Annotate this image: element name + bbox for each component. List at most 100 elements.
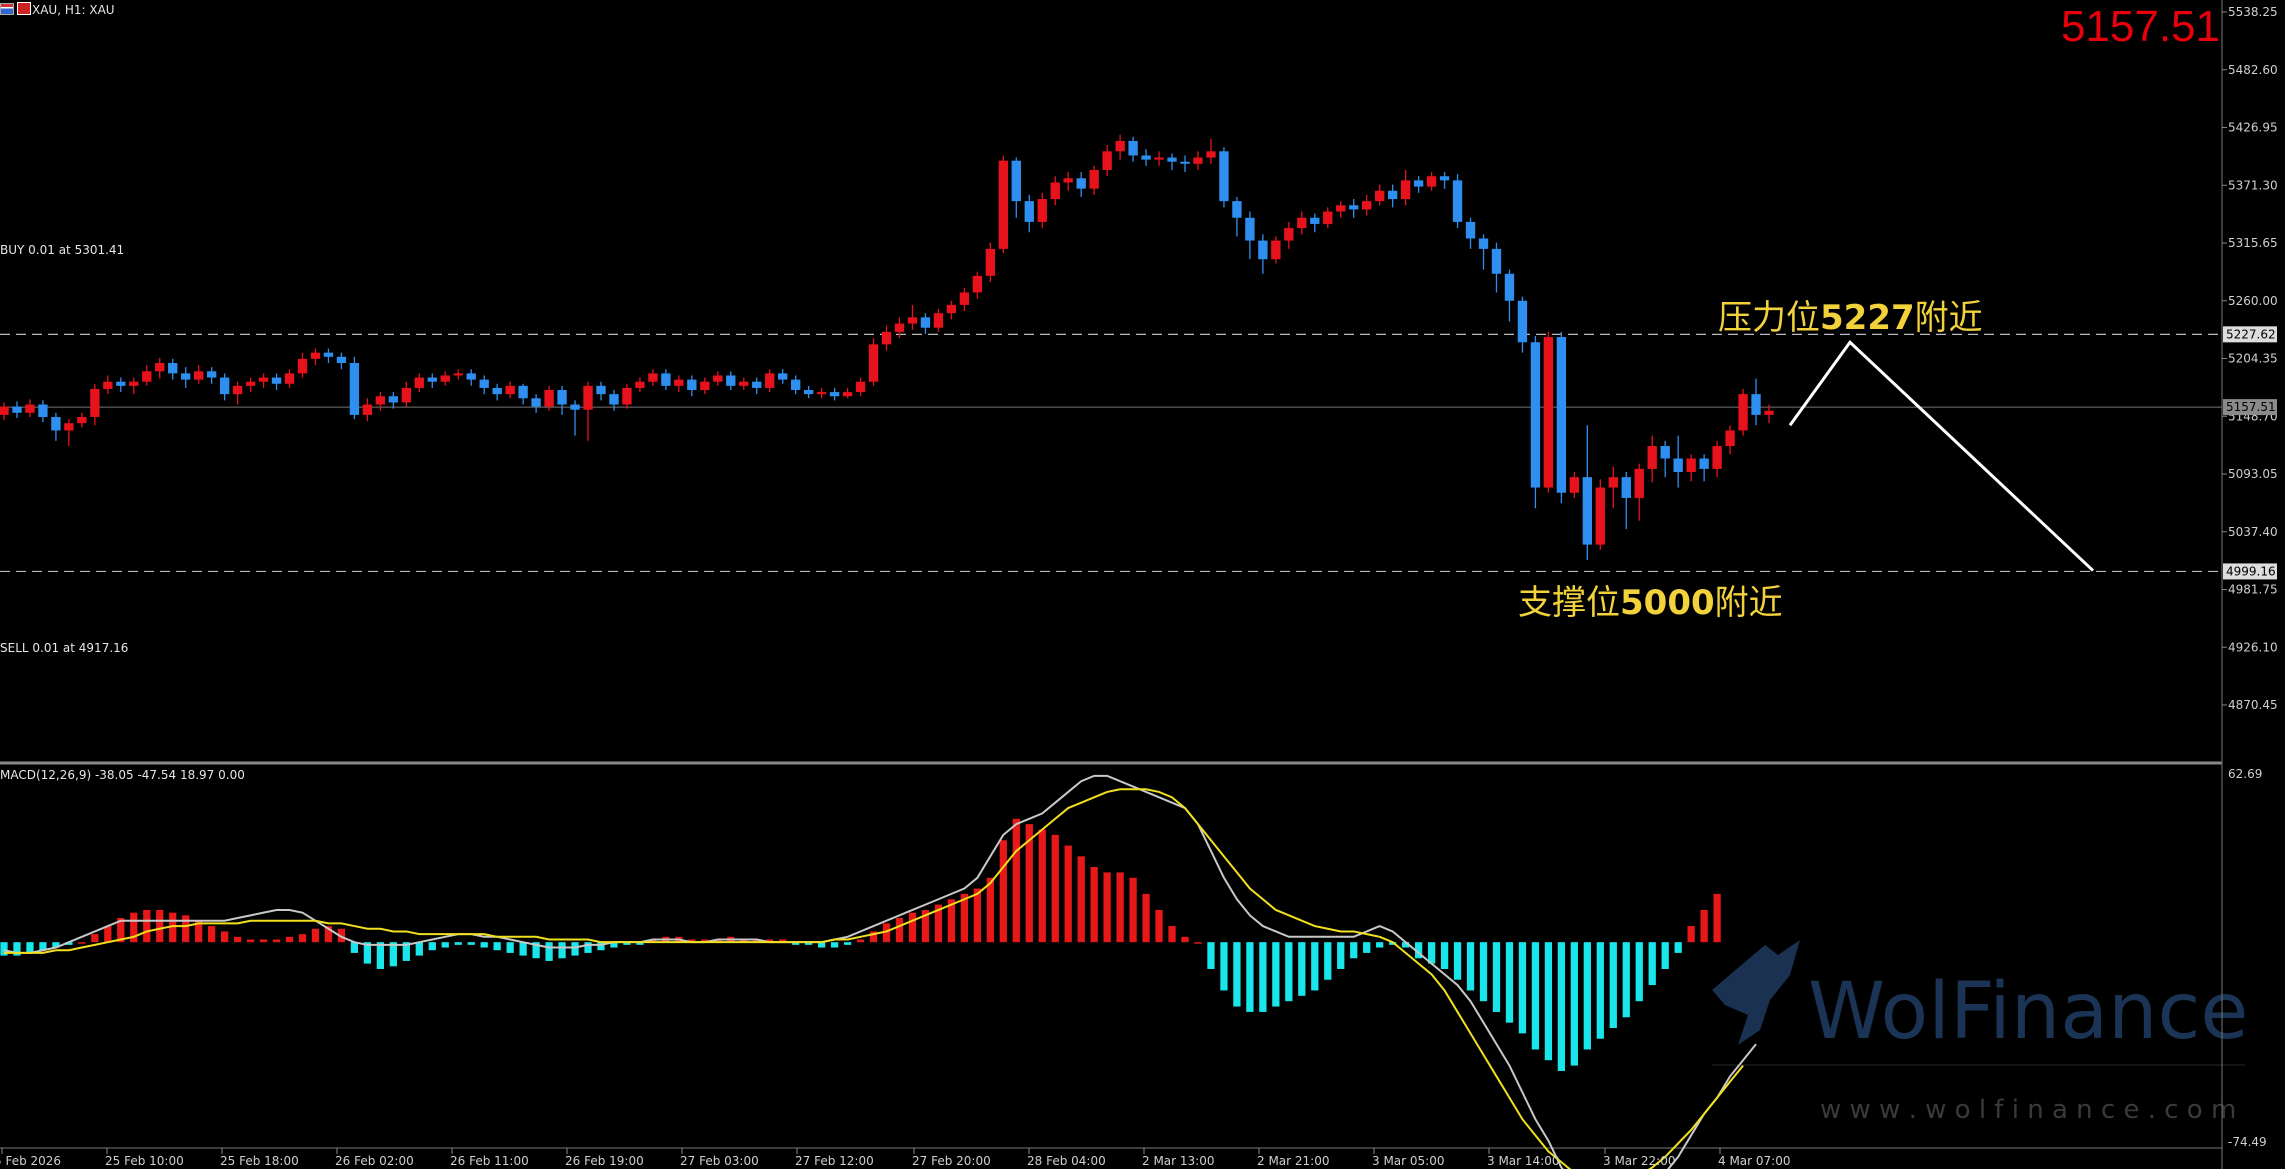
macd-bar bbox=[571, 942, 579, 956]
macd-bar bbox=[1492, 942, 1501, 1012]
candle-body bbox=[440, 375, 450, 382]
macd-bar bbox=[973, 888, 981, 943]
macd-bar bbox=[766, 939, 774, 943]
macd-bar bbox=[597, 942, 605, 951]
candle-body bbox=[427, 377, 437, 382]
macd-bar bbox=[805, 942, 813, 945]
candle-body bbox=[700, 381, 710, 390]
macd-bar bbox=[1207, 942, 1215, 969]
macd-bar bbox=[130, 912, 138, 943]
candle-body bbox=[181, 373, 191, 380]
candle-body bbox=[946, 304, 957, 314]
macd-bar bbox=[986, 877, 994, 943]
macd-bar bbox=[1713, 893, 1721, 943]
macd-bar bbox=[65, 942, 73, 945]
candle-body bbox=[453, 373, 463, 376]
candle-body bbox=[1504, 273, 1515, 301]
candle-body bbox=[609, 394, 619, 405]
sell-order-label[interactable]: SELL 0.01 at 4917.16 bbox=[0, 641, 129, 655]
time-tick-label: 27 Feb 20:00 bbox=[912, 1154, 991, 1168]
macd-axis: 62.69 -74.49 bbox=[2228, 767, 2267, 1149]
candle-body bbox=[479, 379, 489, 388]
macd-bar bbox=[1090, 867, 1098, 943]
macd-bar bbox=[740, 939, 748, 943]
candle-body bbox=[739, 381, 749, 386]
macd-bar bbox=[817, 942, 826, 948]
support-annotation[interactable]: 支撑位5000附近 bbox=[1518, 575, 1783, 624]
candle-body bbox=[1517, 300, 1528, 343]
time-tick-label: 25 Feb 18:00 bbox=[220, 1154, 299, 1168]
support-value: 5000 bbox=[1620, 583, 1715, 623]
candle-body bbox=[1297, 217, 1307, 229]
resistance-value: 5227 bbox=[1820, 298, 1915, 338]
candle-body bbox=[1076, 178, 1086, 189]
candle-body bbox=[1180, 161, 1190, 164]
macd-line bbox=[3, 774, 1757, 1169]
macd-label: MACD(12,26,9) -38.05 -47.54 18.97 0.00 bbox=[0, 768, 245, 782]
macd-bar bbox=[1466, 942, 1475, 991]
macd-bar bbox=[1389, 942, 1397, 945]
price-marker-box bbox=[2223, 399, 2277, 416]
candle-body bbox=[375, 396, 386, 405]
buy-order-label[interactable]: BUY 0.01 at 5301.41 bbox=[0, 243, 125, 257]
candle-body bbox=[232, 385, 243, 395]
candle-body bbox=[790, 379, 801, 390]
macd-bar bbox=[1700, 909, 1708, 943]
price-tick-label: 5482.60 bbox=[2228, 63, 2278, 77]
candle-body bbox=[51, 416, 61, 431]
macd-bar bbox=[934, 904, 943, 943]
resistance-annotation[interactable]: 压力位5227附近 bbox=[1718, 290, 1983, 339]
candle-body bbox=[323, 352, 334, 357]
projection-line bbox=[1788, 339, 2095, 572]
candle-body bbox=[1439, 176, 1450, 181]
macd-bar bbox=[921, 909, 930, 943]
support-suffix: 附近 bbox=[1714, 583, 1783, 623]
candle-body bbox=[1673, 458, 1683, 472]
candle-body bbox=[492, 387, 502, 395]
chart-window-icon[interactable] bbox=[17, 2, 31, 15]
watermark: WolFinance w w w . w o l f i n a n c e .… bbox=[1712, 940, 2248, 1125]
candle-body bbox=[726, 375, 736, 386]
macd-bar bbox=[558, 942, 566, 959]
candle-body bbox=[1530, 342, 1541, 488]
macd-bar bbox=[26, 942, 34, 953]
candle-body bbox=[1686, 458, 1696, 472]
candle-body bbox=[1193, 157, 1203, 164]
candle-body bbox=[1232, 201, 1242, 218]
candle-body bbox=[1115, 140, 1125, 152]
macd-tick-label: -74.49 bbox=[2228, 1135, 2267, 1149]
candle-body bbox=[1219, 151, 1229, 202]
macd-bar bbox=[1168, 926, 1176, 943]
chart-flag-icon[interactable] bbox=[0, 3, 14, 15]
price-tick-label: 4926.10 bbox=[2228, 640, 2278, 654]
candle-body bbox=[1569, 477, 1580, 493]
macd-bar bbox=[1544, 942, 1553, 1061]
candle-body bbox=[1660, 446, 1670, 459]
candle-body bbox=[25, 404, 35, 413]
macd-bar bbox=[1531, 942, 1540, 1050]
candle-body bbox=[518, 385, 528, 399]
candle-body bbox=[1128, 140, 1138, 156]
price-marker-label: 4999.16 bbox=[2226, 564, 2276, 578]
macd-bar bbox=[1518, 942, 1527, 1034]
macd-bar bbox=[1674, 942, 1682, 953]
candle-body bbox=[129, 381, 139, 386]
macd-bar bbox=[1350, 942, 1358, 959]
macd-bar bbox=[1570, 942, 1578, 1066]
macd-bar bbox=[259, 939, 268, 943]
macd-bar bbox=[830, 942, 839, 948]
candle-body bbox=[920, 317, 931, 328]
candle-body bbox=[193, 371, 204, 380]
candle-body bbox=[271, 377, 282, 384]
macd-bar bbox=[1414, 942, 1423, 959]
price-tick-label: 5093.05 bbox=[2228, 467, 2278, 481]
candle-body bbox=[972, 275, 983, 293]
candle-body bbox=[1141, 155, 1151, 160]
candle-body bbox=[1154, 157, 1164, 160]
candle-body bbox=[0, 406, 9, 415]
candle-body bbox=[1426, 176, 1437, 187]
macd-bar bbox=[454, 942, 462, 945]
candle-body bbox=[1387, 190, 1398, 200]
projection-path[interactable] bbox=[1788, 339, 2095, 572]
